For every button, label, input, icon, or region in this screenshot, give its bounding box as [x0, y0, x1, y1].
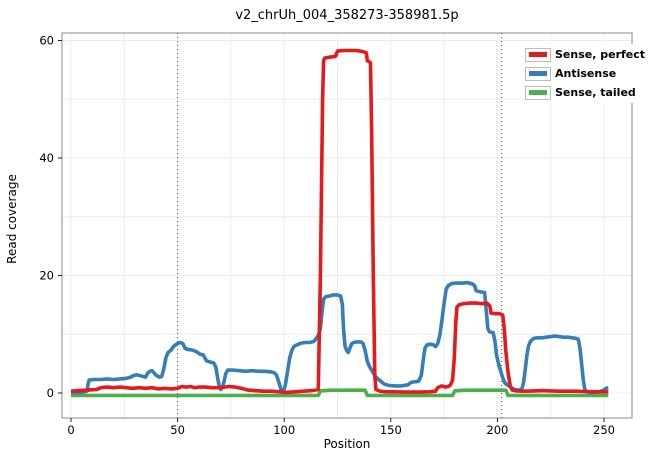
- y-tick-label: 20: [39, 269, 54, 283]
- x-tick-label: 50: [170, 423, 185, 437]
- legend-key-icon: [525, 66, 551, 81]
- series-line-sense-perfect: [70, 48, 609, 395]
- y-tick-label: 60: [39, 34, 54, 48]
- x-tick-label: 0: [67, 423, 74, 437]
- y-tick-label: 0: [47, 386, 54, 400]
- legend-color-swatch: [529, 52, 547, 57]
- panel-border: [61, 32, 633, 419]
- x-tick-label: 250: [593, 423, 615, 437]
- x-tick-label: 150: [380, 423, 402, 437]
- legend-item: Antisense: [525, 64, 645, 83]
- legend: Sense, perfect Antisense Sense, tailed: [523, 44, 648, 103]
- y-axis-label: Read coverage: [5, 174, 19, 264]
- x-tick-label: 100: [273, 423, 295, 437]
- legend-key-icon: [525, 47, 551, 62]
- chart-title: v2_chrUh_004_358273-358981.5p: [235, 8, 459, 23]
- legend-label: Antisense: [555, 67, 617, 80]
- series-line-antisense: [71, 280, 609, 395]
- x-tick-label: 200: [486, 423, 508, 437]
- legend-color-swatch: [529, 90, 547, 95]
- legend-color-swatch: [529, 71, 547, 76]
- series-line-sense-tailed: [71, 388, 609, 398]
- legend-label: Sense, tailed: [555, 86, 636, 99]
- legend-item: Sense, tailed: [525, 83, 645, 102]
- legend-label: Sense, perfect: [555, 48, 646, 61]
- x-axis-label: Position: [323, 437, 371, 451]
- y-tick-label: 40: [39, 151, 54, 165]
- legend-item: Sense, perfect: [525, 45, 645, 64]
- legend-key-icon: [525, 85, 551, 100]
